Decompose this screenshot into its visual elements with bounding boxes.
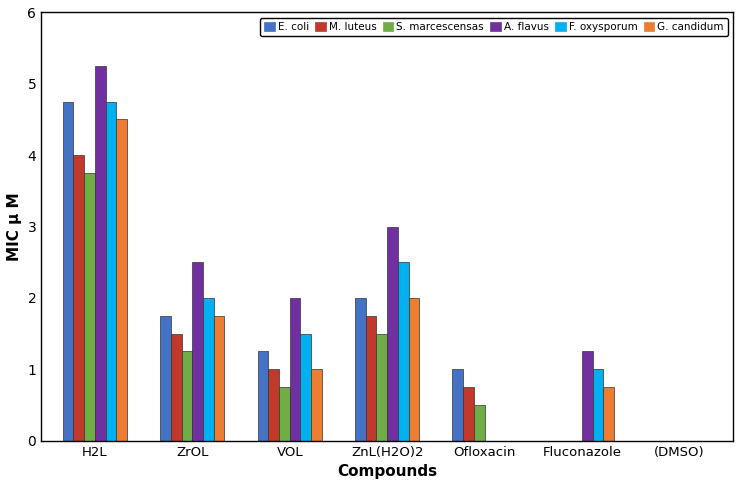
X-axis label: Compounds: Compounds <box>337 464 437 479</box>
Bar <box>311 369 322 441</box>
Bar <box>355 298 366 441</box>
Y-axis label: MIC μ M: MIC μ M <box>7 192 22 261</box>
Bar <box>73 155 84 441</box>
Bar <box>106 102 116 441</box>
Bar <box>366 316 377 441</box>
Bar <box>116 120 127 441</box>
Bar <box>387 226 398 441</box>
Bar <box>300 333 311 441</box>
Bar <box>181 351 192 441</box>
Bar <box>192 262 203 441</box>
Bar <box>398 262 408 441</box>
Bar <box>452 369 463 441</box>
Bar <box>84 173 95 441</box>
Bar <box>463 387 474 441</box>
Bar <box>408 298 420 441</box>
Bar <box>279 387 289 441</box>
Bar <box>258 351 269 441</box>
Bar <box>160 316 171 441</box>
Bar <box>214 316 224 441</box>
Bar <box>603 387 614 441</box>
Bar <box>582 351 593 441</box>
Bar <box>377 333 387 441</box>
Bar <box>171 333 181 441</box>
Bar <box>95 66 106 441</box>
Bar <box>63 102 73 441</box>
Legend: E. coli, M. luteus, S. marcescensas, A. flavus, F. oxysporum, G. candidum: E. coli, M. luteus, S. marcescensas, A. … <box>260 17 728 36</box>
Bar <box>289 298 300 441</box>
Bar <box>269 369 279 441</box>
Bar <box>474 405 485 441</box>
Bar <box>593 369 603 441</box>
Bar <box>203 298 214 441</box>
